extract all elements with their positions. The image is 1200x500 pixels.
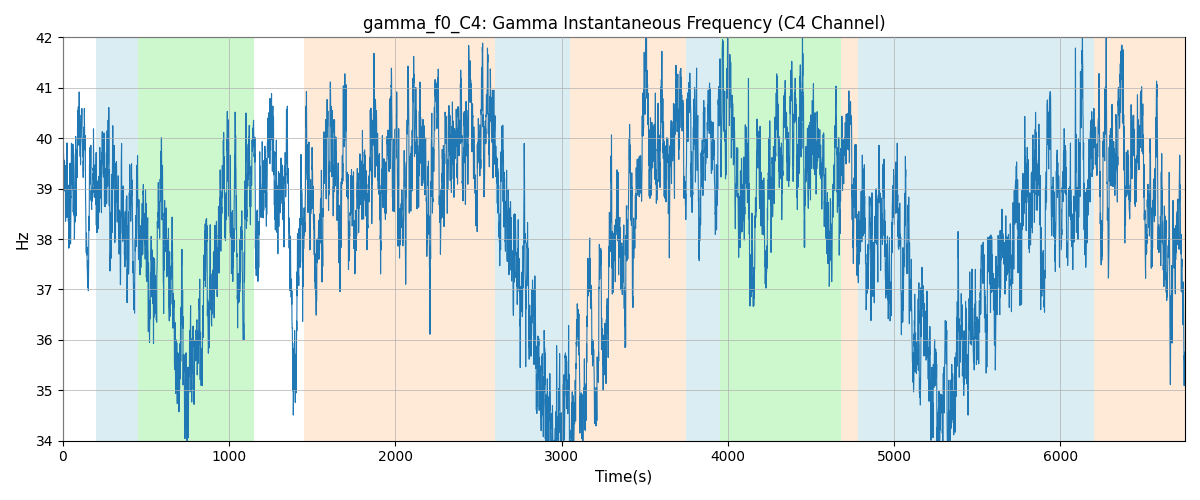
Bar (686, 38, 720, 440)
Bar (1076, 38, 1093, 440)
Y-axis label: Hz: Hz (16, 230, 30, 249)
X-axis label: Time(s): Time(s) (595, 470, 653, 485)
Bar (720, 38, 841, 440)
Bar (841, 38, 858, 440)
Title: gamma_f0_C4: Gamma Instantaneous Frequency (C4 Channel): gamma_f0_C4: Gamma Instantaneous Frequen… (362, 15, 886, 34)
Bar (570, 38, 686, 440)
Bar (496, 38, 570, 440)
Bar (858, 38, 1076, 440)
Bar (1093, 38, 1186, 440)
Bar (138, 38, 254, 440)
Bar (96, 38, 138, 440)
Bar (304, 38, 496, 440)
